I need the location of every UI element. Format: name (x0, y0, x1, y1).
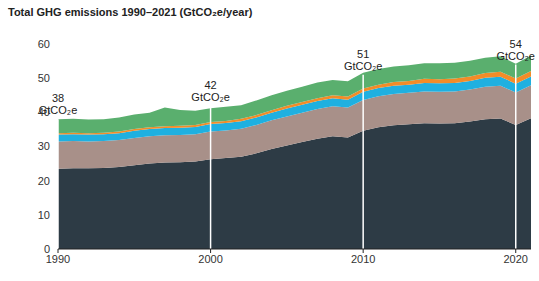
svg-text:2020: 2020 (503, 253, 527, 265)
svg-text:10: 10 (38, 209, 50, 221)
svg-text:30: 30 (38, 140, 50, 152)
svg-text:0: 0 (44, 243, 50, 255)
svg-text:50: 50 (38, 72, 50, 84)
svg-text:2000: 2000 (198, 253, 222, 265)
svg-text:51GtCO₂e: 51GtCO₂e (344, 48, 383, 72)
svg-text:60: 60 (38, 38, 50, 50)
svg-text:2010: 2010 (351, 253, 375, 265)
svg-text:42GtCO₂e: 42GtCO₂e (191, 79, 230, 103)
svg-text:54GtCO₂e: 54GtCO₂e (496, 38, 531, 62)
svg-text:40: 40 (38, 106, 50, 118)
svg-text:20: 20 (38, 175, 50, 187)
